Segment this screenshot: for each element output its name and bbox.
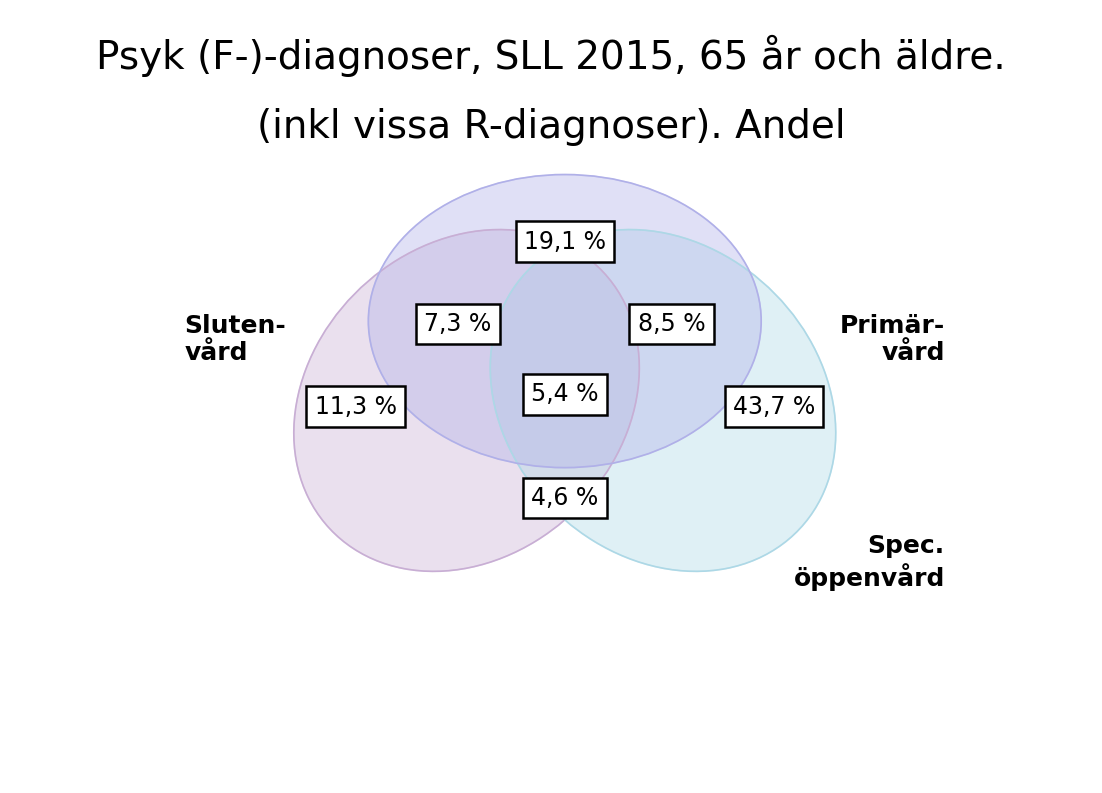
- Text: Sluten-
vård: Sluten- vård: [185, 313, 287, 366]
- Text: 4,6 %: 4,6 %: [531, 486, 598, 510]
- Text: 11,3 %: 11,3 %: [314, 395, 397, 419]
- Text: Psyk (F-)-diagnoser, SLL 2015, 65 år och äldre.: Psyk (F-)-diagnoser, SLL 2015, 65 år och…: [96, 34, 1006, 77]
- Ellipse shape: [368, 174, 761, 468]
- Text: 5,4 %: 5,4 %: [531, 382, 598, 406]
- Ellipse shape: [294, 229, 639, 572]
- Text: Primär-
vård: Primär- vård: [840, 313, 944, 366]
- Ellipse shape: [490, 229, 835, 572]
- Text: 7,3 %: 7,3 %: [424, 312, 491, 336]
- Text: 19,1 %: 19,1 %: [523, 230, 606, 254]
- Text: Spec.
öppenvård: Spec. öppenvård: [793, 534, 944, 591]
- Text: 43,7 %: 43,7 %: [733, 395, 815, 419]
- Text: (inkl vissa R-diagnoser). Andel: (inkl vissa R-diagnoser). Andel: [257, 108, 845, 146]
- Text: 8,5 %: 8,5 %: [638, 312, 705, 336]
